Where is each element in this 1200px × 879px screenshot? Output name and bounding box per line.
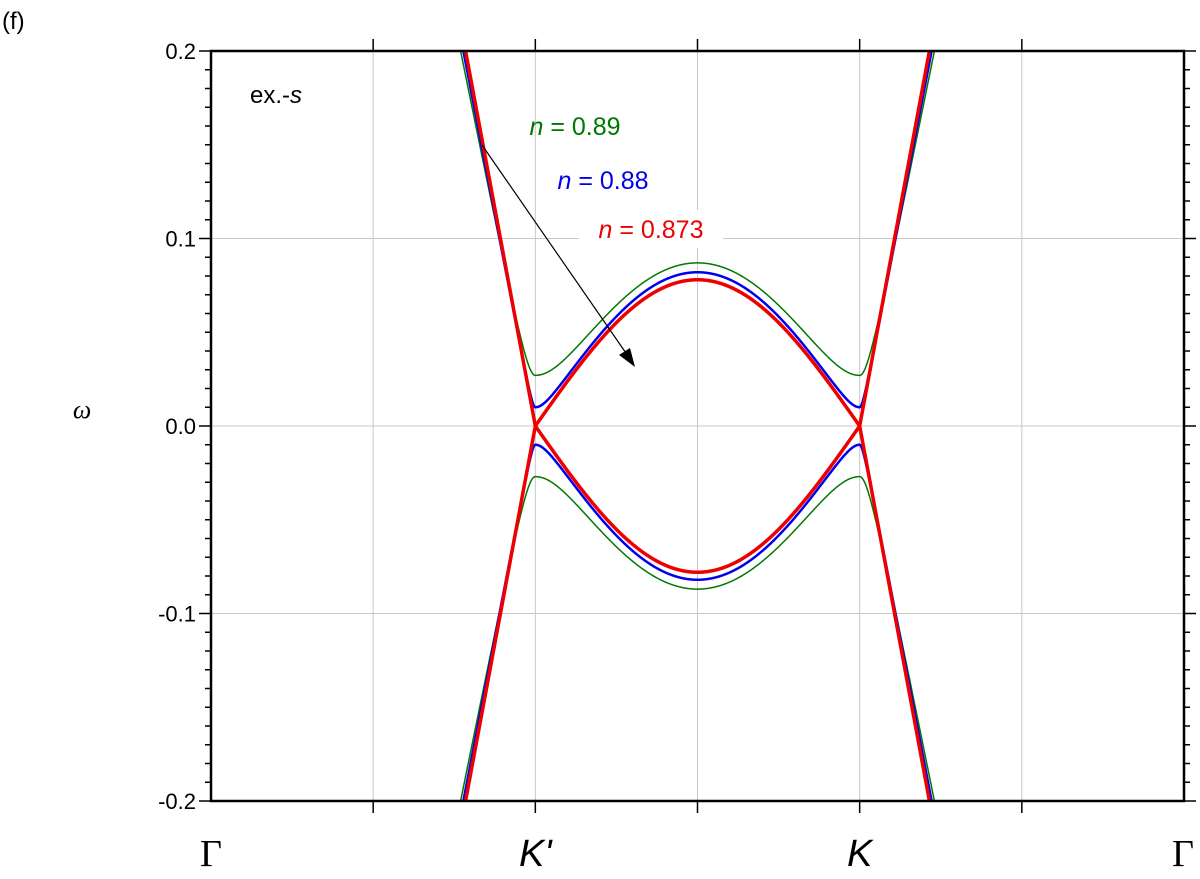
legend: n = 0.89 n = 0.88 n = 0.873 xyxy=(529,113,723,248)
y-tick-label: 0.2 xyxy=(165,39,196,64)
panel-label: (f) xyxy=(2,8,25,35)
series-line-upper xyxy=(460,51,935,377)
y-tick-label: -0.1 xyxy=(158,602,196,627)
series-line-upper xyxy=(463,51,932,428)
y-tick-label: -0.2 xyxy=(158,789,196,814)
series-line-upper xyxy=(462,51,933,409)
grid-lines xyxy=(211,51,1184,801)
x-tick-label: Γ xyxy=(1172,833,1194,875)
arrow-head xyxy=(619,348,635,367)
band-series xyxy=(460,51,935,801)
x-tick-label: K' xyxy=(519,833,553,875)
y-tick-label: 0.0 xyxy=(165,414,196,439)
y-tick-label: 0.1 xyxy=(165,227,196,252)
series-line-lower xyxy=(463,424,932,801)
legend-entry: n = 0.88 xyxy=(557,167,648,195)
y-axis-label: ω xyxy=(73,395,91,424)
legend-bg xyxy=(579,210,723,248)
inset-label: ex.-s xyxy=(250,82,302,109)
plot-frame xyxy=(209,49,1186,803)
x-tick-label: K xyxy=(847,833,874,875)
legend-entry: n = 0.89 xyxy=(529,113,620,141)
series-line-lower xyxy=(462,443,933,801)
series-line-lower xyxy=(460,475,935,801)
arrow-shaft xyxy=(481,144,629,357)
y-tick-labels: 0.2 0.1 0.0 -0.1 -0.2 xyxy=(158,39,196,814)
x-tick-labels: Γ K' K Γ xyxy=(200,833,1194,875)
legend-entry: n = 0.873 xyxy=(599,216,704,244)
x-tick-label: Γ xyxy=(200,833,222,875)
annotation-arrow xyxy=(481,144,635,367)
